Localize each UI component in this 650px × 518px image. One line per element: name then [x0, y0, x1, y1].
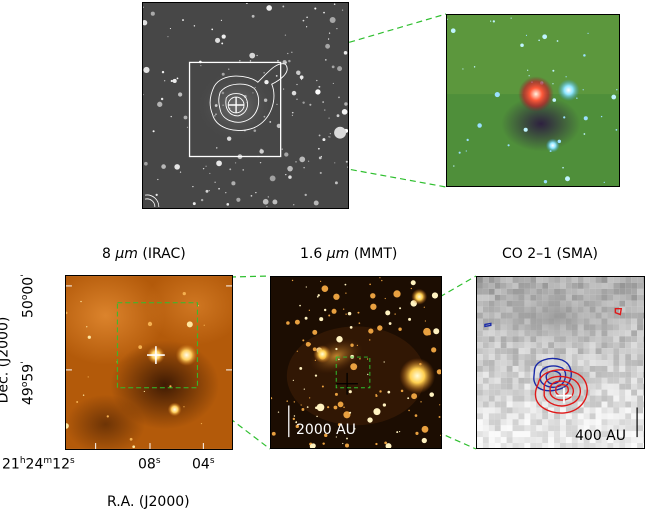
- sma-co-2-1-panel: [476, 276, 645, 449]
- irac-panel-title: 8 μm (IRAC): [102, 246, 186, 262]
- mmt-1-6um-panel: [270, 276, 442, 449]
- sma-co-2-1-image: [477, 277, 644, 448]
- x-tick-21h24m12s: 21h24m12s: [2, 456, 75, 473]
- irac-8um-panel: [65, 275, 233, 450]
- color-composite-panel: [446, 14, 620, 187]
- x-tick-04s: 04s: [192, 456, 215, 473]
- mmt-panel-title: 1.6 μm (MMT): [300, 246, 398, 262]
- sma-scalebar-label: 400 AU: [575, 428, 626, 444]
- grayscale-field-panel: [142, 2, 349, 209]
- mmt-1-6um-image: [271, 277, 441, 448]
- grayscale-field-image: [143, 3, 348, 208]
- sma-panel-title: CO 2–1 (SMA): [502, 246, 598, 262]
- mmt-scalebar-label: 2000 AU: [296, 422, 356, 438]
- y-axis-label: Dec. (J2000): [0, 316, 12, 404]
- color-composite-image: [447, 15, 619, 186]
- y-tick-50-00: 50o00': [20, 274, 37, 318]
- y-tick-49-59: 49o59': [20, 361, 37, 405]
- x-axis-label: R.A. (J2000): [107, 494, 190, 510]
- irac-8um-image: [66, 276, 232, 449]
- x-tick-08s: 08s: [138, 456, 161, 473]
